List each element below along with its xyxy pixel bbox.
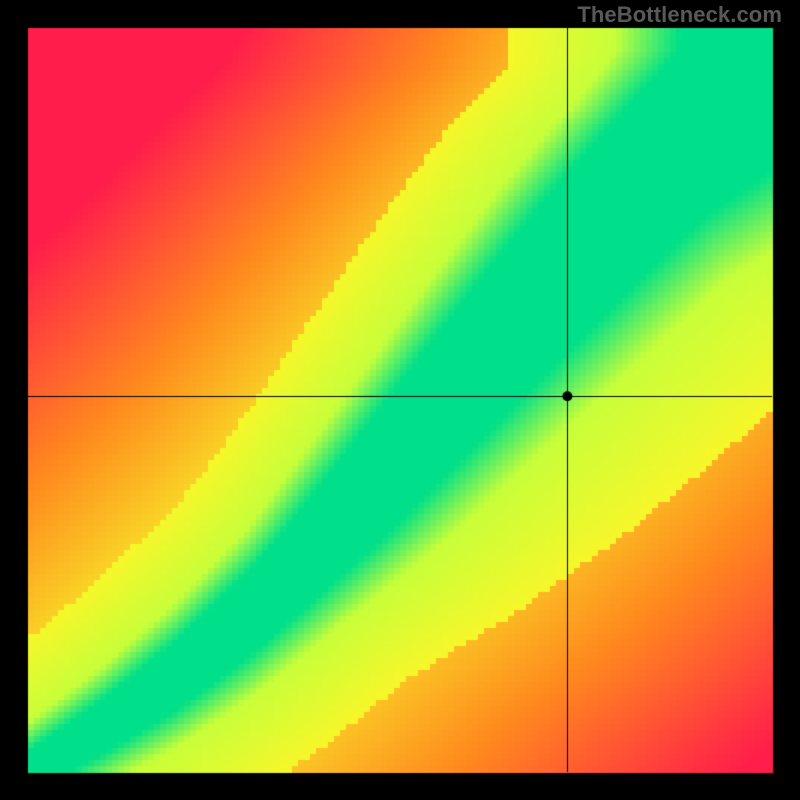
bottleneck-heatmap: [0, 0, 800, 800]
watermark-text: TheBottleneck.com: [577, 2, 782, 28]
